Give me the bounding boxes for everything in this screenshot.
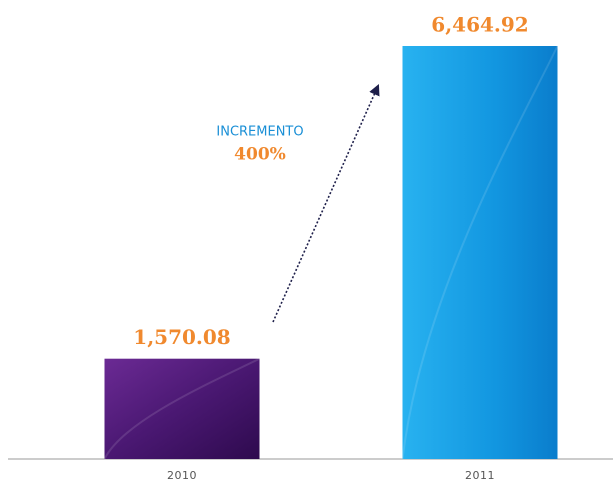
x-tick-label: 2011 (465, 469, 495, 482)
arrow (272, 83, 380, 323)
annotation-value: 400% (234, 145, 286, 165)
value-label: 1,570.08 (133, 325, 230, 349)
value-label: 6,464.92 (431, 13, 528, 37)
annotation-title: INCREMENTO (216, 125, 303, 140)
bar-sheen (401, 45, 559, 460)
bar (402, 46, 558, 459)
bar-sheen (103, 357, 260, 460)
x-tick-label: 2010 (167, 469, 197, 482)
bar (104, 358, 260, 459)
